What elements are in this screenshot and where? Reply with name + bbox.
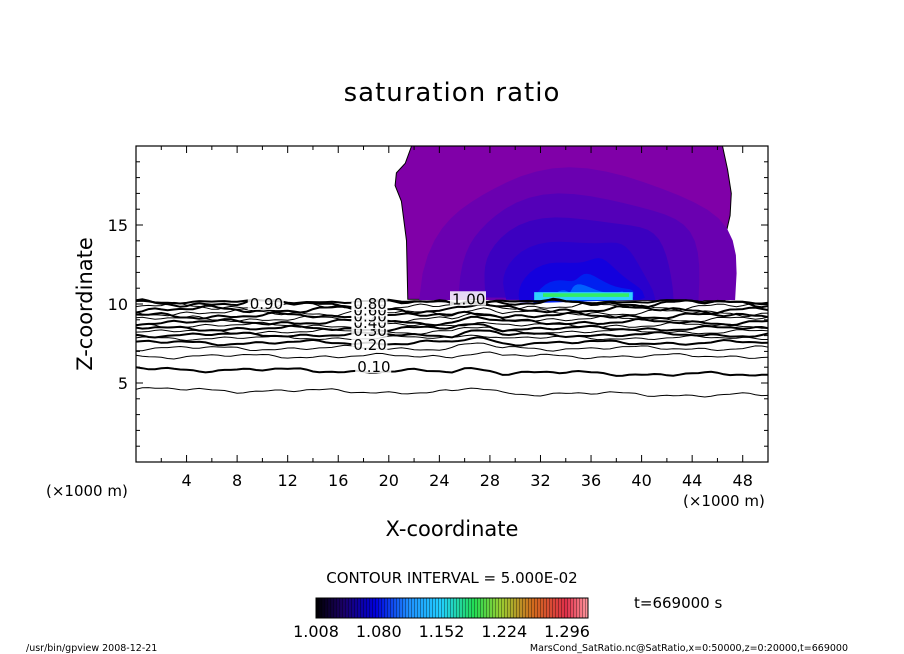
contour-line — [136, 315, 768, 327]
time-label: t=669000 s — [634, 594, 722, 612]
contour-label: 0.20 — [353, 336, 386, 354]
contour-line — [136, 342, 768, 352]
contour-labels: 0.100.200.300.400.500.600.800.90 1.00 — [247, 290, 486, 376]
colorbar-ticks: 1.008 1.080 1.152 1.224 1.296 — [293, 622, 590, 641]
colorbar-frame — [315, 597, 589, 619]
contour-label: 0.10 — [357, 358, 390, 376]
contour-label: 1.00 — [452, 290, 485, 308]
x-axis-label: X-coordinate — [386, 517, 519, 541]
colorbar-stripes — [316, 598, 588, 618]
contour-label-halo — [355, 359, 392, 374]
supersat-core-green — [543, 293, 629, 297]
contour-line — [136, 322, 768, 333]
colorbar-tick-label: 1.152 — [419, 622, 465, 641]
x-axis-ticks: 4 8 12 16 20 24 28 32 36 40 44 48 — [160, 146, 753, 490]
y-tick-label: 10 — [108, 295, 128, 314]
x-tick-label: 44 — [682, 471, 702, 490]
x-unit-left: (×1000 m) — [46, 482, 128, 500]
colorbar-tick-label: 1.008 — [293, 622, 339, 641]
colorbar-tick-label: 1.296 — [544, 622, 590, 641]
footer-left: /usr/bin/gpview 2008-12-21 — [26, 643, 157, 654]
x-tick-label: 32 — [530, 471, 550, 490]
contour-label-halo — [450, 291, 486, 306]
y-axis-ticks: 5 10 15 — [108, 161, 768, 447]
contour-line — [136, 329, 768, 339]
x-tick-label: 16 — [328, 471, 348, 490]
chart-title: saturation ratio — [344, 78, 561, 108]
contour-line — [136, 387, 768, 398]
x-tick-label: 24 — [429, 471, 449, 490]
contour-line — [136, 326, 768, 335]
contour-label: 0.90 — [250, 295, 283, 313]
x-tick-label: 28 — [480, 471, 500, 490]
x-unit-right: (×1000 m) — [683, 492, 765, 510]
colorbar-tick-label: 1.080 — [356, 622, 402, 641]
contour-label: 0.80 — [353, 295, 386, 313]
colorbar-tick-label: 1.224 — [481, 622, 527, 641]
contour-line — [136, 336, 768, 347]
footer-right: MarsCond_SatRatio.nc@SatRatio,x=0:50000,… — [530, 643, 848, 654]
contour-line — [136, 351, 768, 360]
x-tick-label: 40 — [631, 471, 651, 490]
x-tick-label: 36 — [581, 471, 601, 490]
x-tick-label: 8 — [232, 471, 242, 490]
contour-lines — [136, 297, 768, 398]
contour-label-halo — [351, 296, 388, 310]
contour-interval-label: CONTOUR INTERVAL = 5.000E-02 — [326, 569, 577, 587]
contour-line — [136, 366, 768, 377]
y-tick-label: 15 — [108, 216, 128, 235]
x-tick-label: 4 — [181, 471, 191, 490]
x-tick-label: 48 — [733, 471, 753, 490]
supersaturation-fill — [394, 146, 737, 304]
contour-line — [136, 303, 768, 315]
contour-line — [136, 321, 768, 329]
contour-line — [136, 310, 768, 321]
contour-label-halo — [247, 296, 284, 310]
plot-area — [136, 146, 768, 398]
y-axis-label: Z-coordinate — [73, 237, 97, 371]
colorbar — [315, 597, 589, 619]
x-tick-label: 12 — [278, 471, 298, 490]
x-tick-label: 20 — [379, 471, 399, 490]
y-tick-label: 5 — [118, 374, 128, 393]
contour-label-halo — [351, 337, 388, 352]
